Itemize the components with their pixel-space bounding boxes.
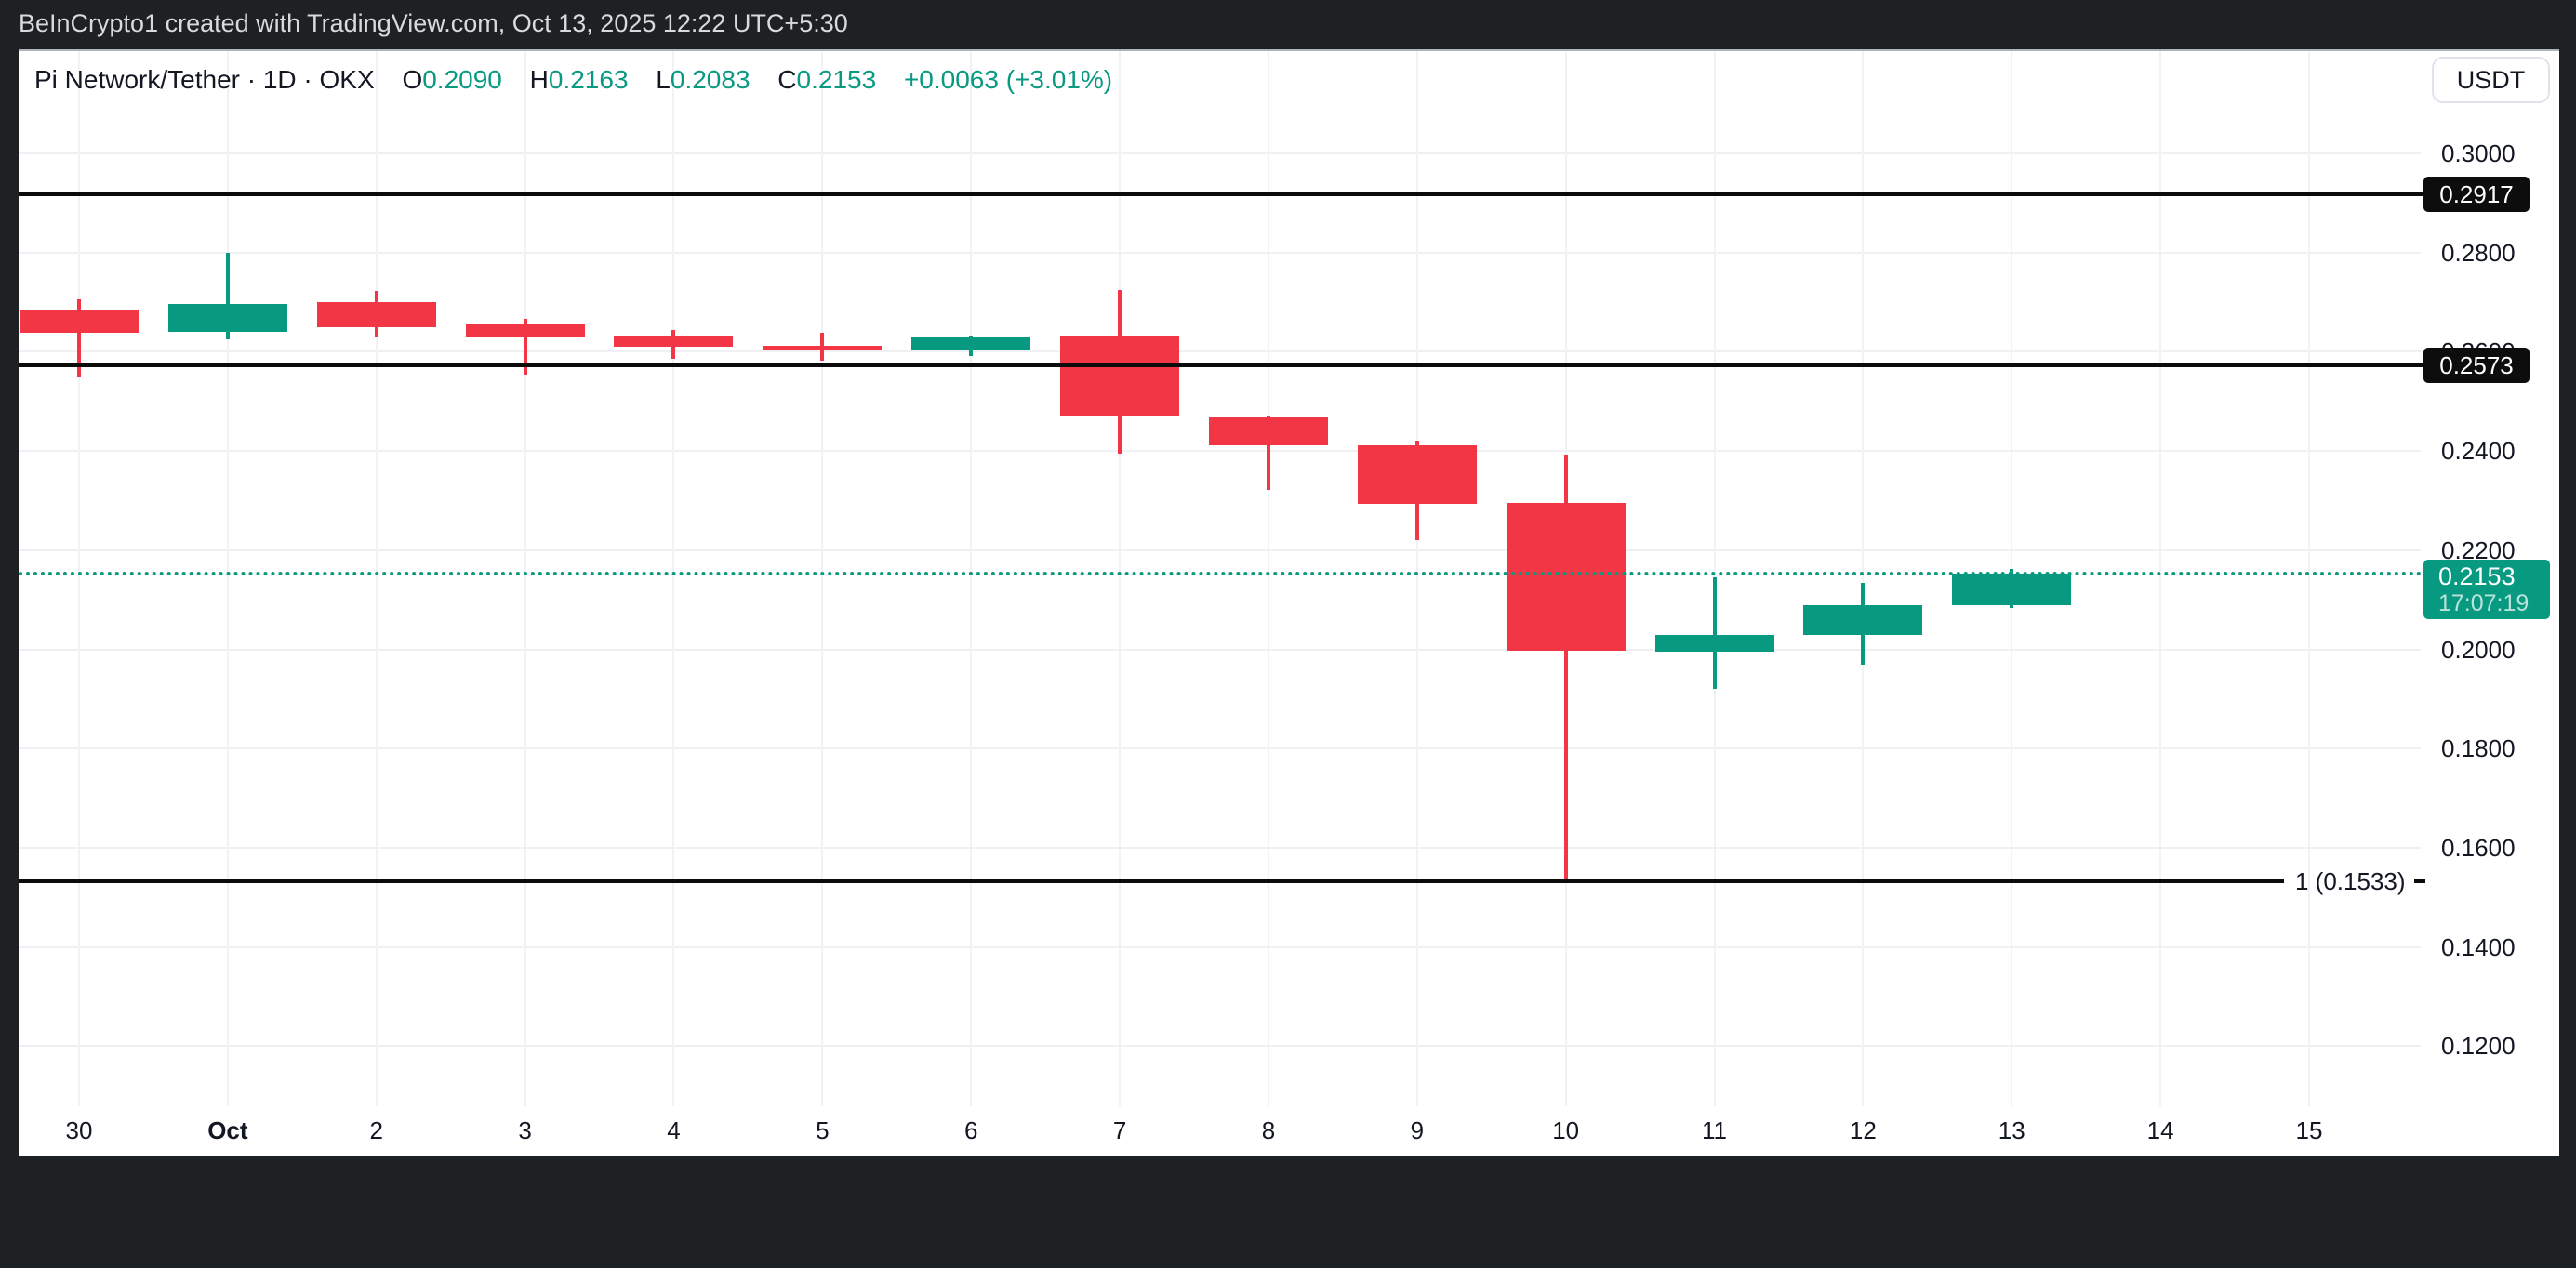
- high-label: H: [529, 65, 549, 94]
- close-label: C: [777, 65, 797, 94]
- attribution-bar: BeInCrypto1 created with TradingView.com…: [0, 0, 2576, 49]
- open-value: 0.2090: [422, 65, 502, 94]
- low-label: L: [656, 65, 671, 94]
- open-label: O: [402, 65, 423, 94]
- footer-bar: TradingView: [0, 1156, 2576, 1268]
- low-value: 0.2083: [670, 65, 750, 94]
- symbol-title[interactable]: Pi Network/Tether · 1D · OKX: [34, 65, 375, 94]
- chart-panel[interactable]: [19, 49, 2559, 1156]
- currency-unit-button[interactable]: USDT: [2432, 57, 2550, 103]
- high-value: 0.2163: [548, 65, 629, 94]
- change-value: +0.0063 (+3.01%): [903, 65, 1113, 94]
- close-value: 0.2153: [796, 65, 877, 94]
- symbol-legend[interactable]: Pi Network/Tether · 1D · OKX O0.2090 H0.…: [34, 61, 1112, 99]
- attribution-text: BeInCrypto1 created with TradingView.com…: [19, 9, 848, 37]
